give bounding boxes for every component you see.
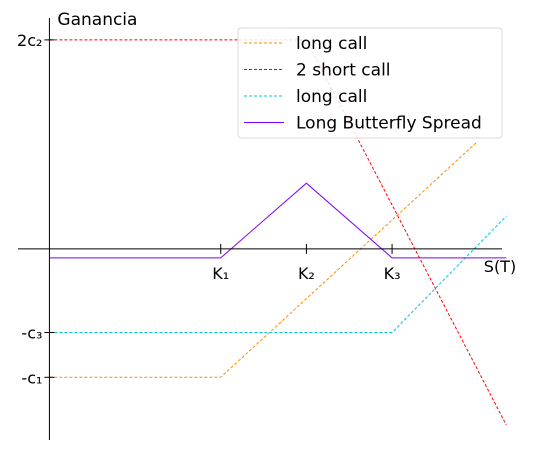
y-tick-label-2: -c₃ <box>21 324 42 343</box>
axes-layer: Ganancia S(T) <box>18 10 516 440</box>
series-line-3 <box>49 215 507 333</box>
legend-label-3: long call <box>296 87 367 107</box>
x-tick-label-2: K₂ <box>298 264 315 283</box>
legend-box <box>237 27 503 139</box>
legend-label-2: 2 short call <box>296 61 391 81</box>
x-tick-label-3: K₃ <box>384 264 401 283</box>
series-line-4 <box>49 182 507 259</box>
y-tick-label-3: -c₁ <box>21 368 42 387</box>
legend: long call 2 short call long call Long Butte… <box>237 27 503 139</box>
x-tick-label-1: K₁ <box>212 264 229 283</box>
x-axis-label: S(T) <box>484 257 516 276</box>
legend-label-4: Long Butterfly Spread <box>296 114 482 134</box>
ticks-layer: K₁ K₂ K₃ 2c₂ -c₃ -c₁ <box>17 31 401 387</box>
legend-label-1: long call <box>296 34 367 54</box>
y-axis-label: Ganancia <box>57 10 137 30</box>
series-line-1 <box>49 141 479 378</box>
y-tick-label-1: 2c₂ <box>17 31 42 50</box>
